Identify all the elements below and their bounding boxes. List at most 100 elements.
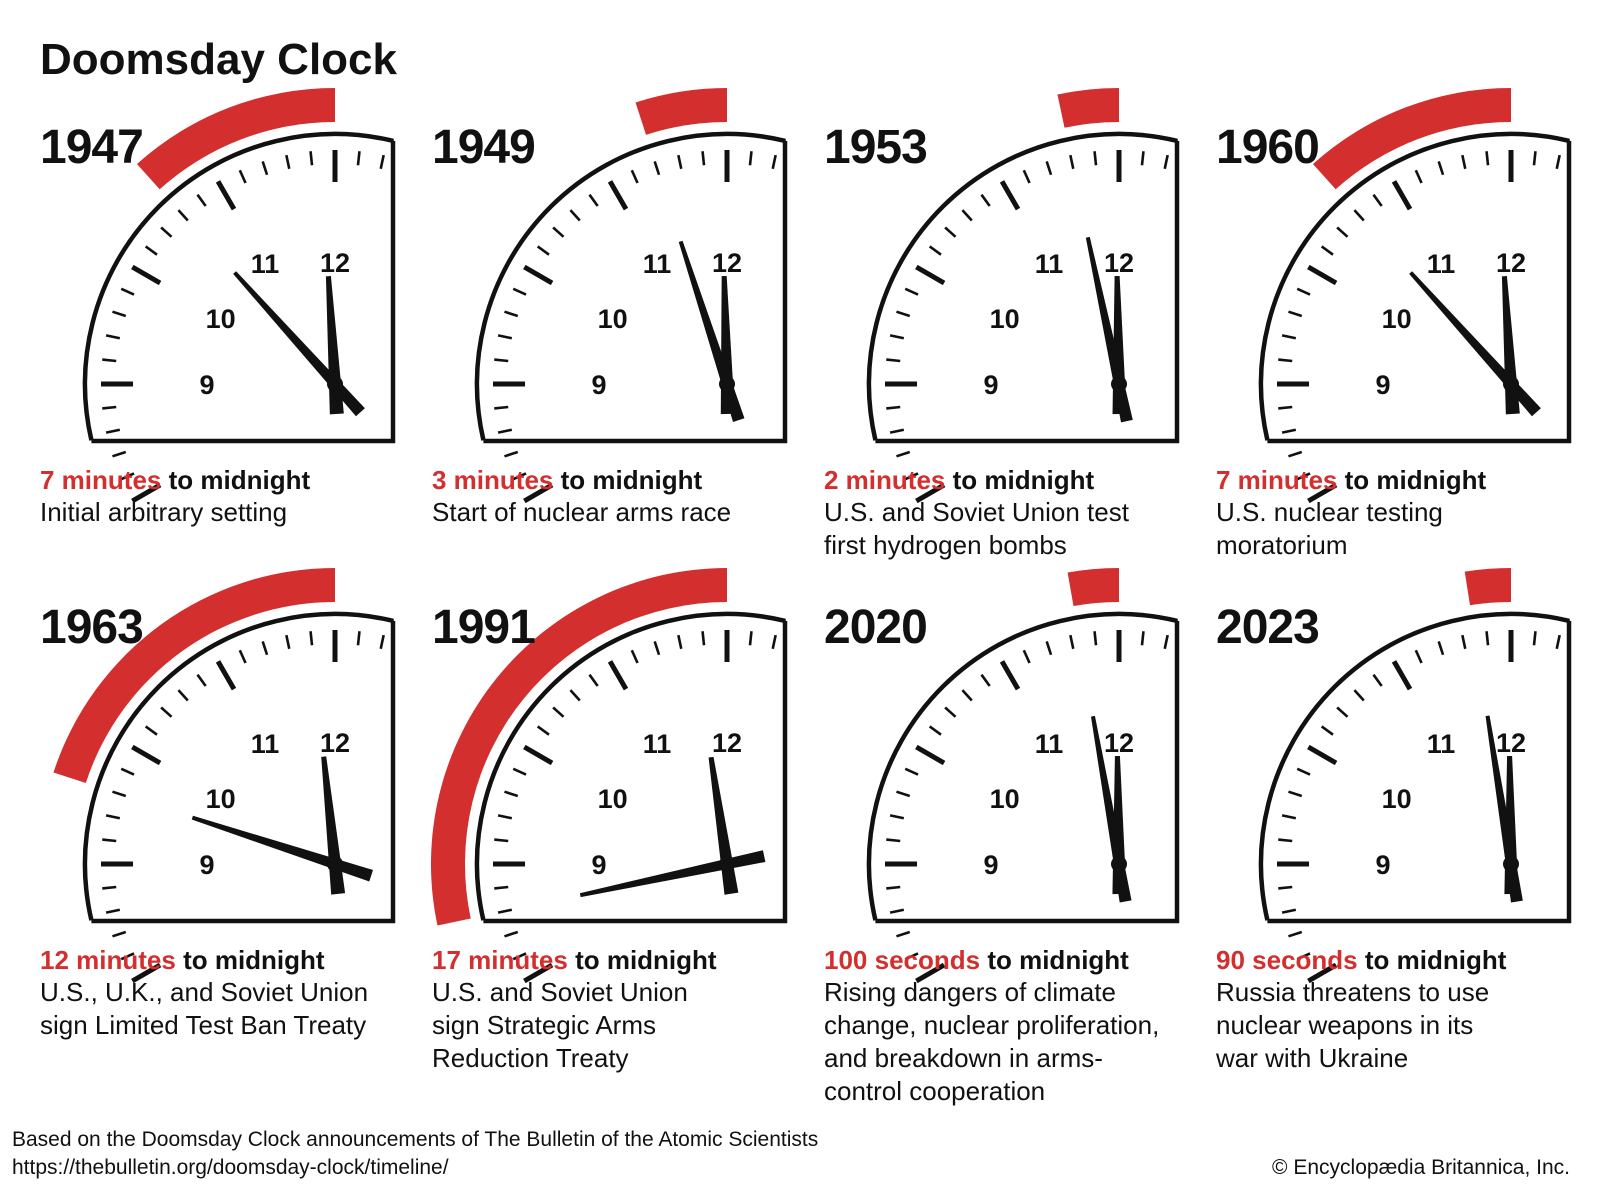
description-line: Russia threatens to use (1216, 977, 1490, 1007)
numeral-12: 12 (712, 728, 742, 758)
time-to-midnight: 7 minutes to midnight (1216, 463, 1486, 497)
clock-panel-1953: 12 11 10 9 1953 2 minutes to midnight U.S. and… (824, 88, 1204, 590)
description-line: U.S. and Soviet Union (432, 977, 688, 1007)
numeral-10: 10 (206, 304, 236, 334)
description-line: first hydrogen bombs (824, 530, 1067, 560)
clock-face-outline (474, 131, 788, 444)
source-text: Based on the Doomsday Clock announcement… (12, 1128, 819, 1151)
numeral-10: 10 (990, 304, 1020, 334)
clock-panel-1991: 12 11 10 9 1991 17 minutes to midnight U.S. an… (430, 568, 812, 1073)
description-line: sign Strategic Arms (432, 1010, 656, 1040)
description-line: Reduction Treaty (432, 1043, 629, 1073)
time-suffix: to midnight (1344, 465, 1487, 495)
time-amount: 2 minutes (824, 465, 946, 495)
clock-hub (327, 376, 343, 392)
clock-face-outline (1258, 611, 1572, 924)
year-label: 1991 (432, 601, 536, 654)
time-to-midnight: 2 minutes to midnight (824, 463, 1094, 497)
numeral-11: 11 (251, 729, 280, 759)
time-suffix: to midnight (575, 945, 717, 975)
numeral-10: 10 (598, 304, 628, 334)
time-to-midnight: 3 minutes to midnight (432, 463, 702, 497)
event-description: Russia threatens to use nuclear weapons i… (1216, 976, 1586, 1075)
description-line: control cooperation (824, 1076, 1046, 1106)
numeral-10: 10 (1382, 304, 1412, 334)
time-amount: 90 seconds (1216, 945, 1358, 975)
numeral-11: 11 (1427, 729, 1456, 759)
description-line: Initial arbitrary setting (40, 497, 288, 527)
clock-panel-1960: 12 11 10 9 1960 7 minutes to midnight U.S. nuc… (1216, 87, 1596, 590)
tick-marks (1277, 630, 1561, 984)
event-description: Start of nuclear arms race (432, 496, 802, 529)
clock-hub (327, 856, 343, 872)
numeral-9: 9 (199, 370, 214, 400)
time-suffix: to midnight (952, 465, 1095, 495)
time-amount: 7 minutes (1216, 465, 1338, 495)
time-amount: 17 minutes (432, 945, 568, 975)
clock-face-outline (866, 611, 1180, 924)
time-suffix: to midnight (560, 465, 703, 495)
numeral-9: 9 (591, 370, 606, 400)
time-to-midnight: 12 minutes to midnight (40, 943, 325, 977)
numeral-10: 10 (990, 784, 1020, 814)
source-url[interactable]: https://thebulletin.org/doomsday-clock/t… (12, 1156, 449, 1179)
time-to-midnight: 7 minutes to midnight (40, 463, 310, 497)
numeral-11: 11 (1035, 249, 1064, 279)
clock-hub (1503, 856, 1519, 872)
description-line: U.S., U.K., and Soviet Union (40, 977, 369, 1007)
year-label: 2020 (824, 601, 928, 654)
clock-panel-1963: 12 11 10 9 1963 12 minutes to midnight U.S., U… (40, 568, 420, 1070)
tick-marks (493, 630, 777, 984)
clock-dial: 12 11 10 9 (866, 88, 1180, 504)
numeral-11: 11 (643, 729, 672, 759)
time-suffix: to midnight (987, 945, 1129, 975)
description-line: Rising dangers of climate (824, 977, 1116, 1007)
clock-dial: 12 11 10 9 (1258, 87, 1572, 504)
clock-panel-1947: 12 11 10 9 1947 7 minutes to midnight Initial … (40, 87, 420, 590)
numeral-9: 9 (1375, 370, 1390, 400)
time-suffix: to midnight (183, 945, 325, 975)
clock-dial: 12 11 10 9 (866, 568, 1180, 984)
copyright: © Encyclopædia Britannica, Inc. (1272, 1156, 1570, 1179)
event-description: U.S., U.K., and Soviet Union sign Limited… (40, 976, 410, 1042)
numeral-9: 9 (591, 850, 606, 880)
page-title: Doomsday Clock (40, 35, 397, 84)
time-suffix: to midnight (1364, 945, 1507, 975)
numeral-11: 11 (251, 249, 280, 279)
clock-hub (1111, 856, 1127, 872)
clock-face-outline (82, 611, 396, 924)
numeral-11: 11 (1035, 729, 1064, 759)
time-amount: 3 minutes (432, 465, 554, 495)
year-label: 1953 (824, 121, 928, 174)
clock-panel-2020: 12 11 10 9 2020 100 seconds to midnight Rising… (824, 568, 1204, 1106)
time-amount: 7 minutes (40, 465, 162, 495)
numeral-9: 9 (199, 850, 214, 880)
clock-hub (1111, 376, 1127, 392)
event-description: U.S. and Soviet Union test first hydrogen… (824, 496, 1194, 562)
time-suffix: to midnight (168, 465, 311, 495)
numeral-12: 12 (320, 728, 350, 758)
hour-hand (1501, 276, 1520, 415)
source-note: Based on the Doomsday Clock announcement… (12, 1126, 818, 1182)
clock-dial: 12 11 10 9 (430, 568, 788, 984)
danger-arc (1057, 88, 1119, 128)
hour-hand (1112, 275, 1127, 415)
danger-arc (635, 88, 727, 135)
hour-hand (321, 756, 346, 895)
danger-arc (53, 568, 335, 784)
description-line: Start of nuclear arms race (432, 497, 732, 527)
clock-dial: 12 11 10 9 (1258, 568, 1572, 984)
clock-dial: 12 11 10 9 (82, 87, 396, 504)
danger-arc (430, 568, 727, 926)
description-line: U.S. and Soviet Union test (824, 497, 1129, 527)
event-description: Rising dangers of climate change, nuclear… (824, 976, 1194, 1108)
clock-panel-2023: 12 11 10 9 2023 90 seconds to midnight Russia … (1216, 568, 1596, 1073)
numeral-12: 12 (1496, 728, 1526, 758)
hour-hand (325, 276, 344, 415)
tick-marks (101, 630, 385, 984)
time-amount: 12 minutes (40, 945, 176, 975)
numeral-12: 12 (1496, 248, 1526, 278)
clock-hub (719, 376, 735, 392)
clock-face-outline (1258, 131, 1572, 444)
clock-dial: 12 11 10 9 (53, 568, 396, 984)
